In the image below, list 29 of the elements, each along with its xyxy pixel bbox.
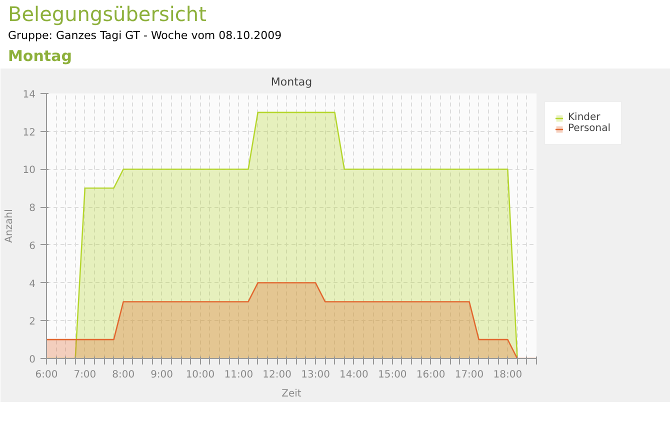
y-axis-title: Anzahl	[4, 209, 15, 243]
y-tick-label: 0	[29, 354, 36, 366]
x-tick-label: 15:00	[378, 370, 407, 380]
x-tick-label: 7:00	[74, 370, 96, 380]
x-tick-label: 12:00	[262, 370, 292, 380]
x-tick-label: 14:00	[340, 370, 368, 380]
y-tick-label: 14	[22, 90, 36, 100]
chart-title: Belegungsübersicht	[8, 1, 206, 28]
x-tick-label: 8:00	[112, 370, 135, 380]
y-tick-label: 10	[22, 165, 36, 176]
x-tick-label: 9:00	[150, 370, 174, 380]
y-tick-label: 2	[29, 316, 36, 328]
x-tick-label: 10:00	[186, 370, 215, 380]
legend-label: Kinder	[568, 112, 600, 123]
text: Montag	[8, 46, 72, 67]
legend-label: Personal	[568, 123, 611, 134]
y-tick-label: 12	[22, 127, 36, 138]
y-tick-label: 8	[29, 203, 36, 214]
x-tick-label: 11:00	[224, 370, 254, 380]
y-tick-label: 4	[29, 278, 36, 290]
x-tick-label: 18:00	[493, 370, 522, 380]
x-tick-label: 16:00	[416, 370, 446, 380]
chart-subtitle: Gruppe: Ganzes Tagi GT - Woche vom 08.10.2009	[8, 28, 282, 44]
x-tick-label: 17:00	[454, 370, 484, 380]
text: Montag	[270, 76, 312, 88]
y-tick-label: 6	[29, 240, 36, 252]
x-tick-label: 6:00	[35, 370, 58, 380]
x-tick-label: 13:00	[301, 370, 330, 380]
x-axis-title: Zeit	[282, 388, 302, 400]
